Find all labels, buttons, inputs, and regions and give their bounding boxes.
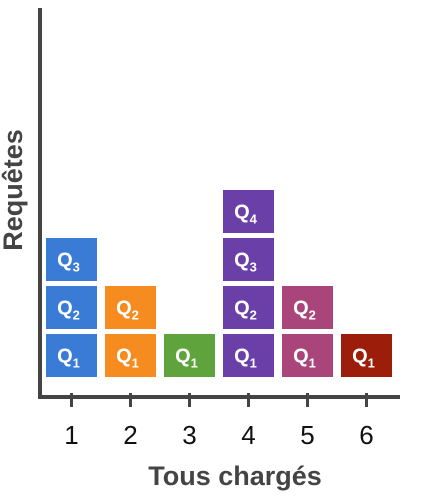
request-block-rect [223, 334, 274, 377]
request-block: Q1 [164, 334, 215, 377]
x-tick-label: 3 [182, 420, 196, 450]
request-block: Q2 [46, 286, 97, 329]
request-block: Q1 [223, 334, 274, 377]
y-axis-title: Requêtes [0, 129, 28, 251]
request-block-rect [223, 238, 274, 281]
x-ticks: 1 2 3 4 5 6 [64, 393, 374, 450]
x-tick-label: 6 [359, 420, 373, 450]
request-block-rect [341, 334, 392, 377]
x-tick-label: 4 [241, 420, 255, 450]
request-block-rect [46, 238, 97, 281]
request-block-rect [282, 334, 333, 377]
request-block: Q1 [105, 334, 156, 377]
request-block-rect [46, 286, 97, 329]
request-block-rect [46, 334, 97, 377]
request-block-rect [105, 286, 156, 329]
x-axis-title: Tous chargés [148, 461, 322, 491]
request-block: Q3 [46, 238, 97, 281]
x-tick-label: 2 [123, 420, 137, 450]
x-tick-label: 1 [64, 420, 78, 450]
request-block: Q2 [282, 286, 333, 329]
request-block-rect [164, 334, 215, 377]
request-block: Q4 [223, 190, 274, 233]
request-block-rect [223, 286, 274, 329]
request-block-rect [105, 334, 156, 377]
request-block: Q2 [105, 286, 156, 329]
request-block: Q2 [223, 286, 274, 329]
axes [38, 8, 400, 399]
request-block: Q1 [282, 334, 333, 377]
x-tick-label: 5 [300, 420, 314, 450]
request-block: Q3 [223, 238, 274, 281]
request-block-rect [282, 286, 333, 329]
request-block: Q1 [341, 334, 392, 377]
request-block-rect [223, 190, 274, 233]
request-block: Q1 [46, 334, 97, 377]
